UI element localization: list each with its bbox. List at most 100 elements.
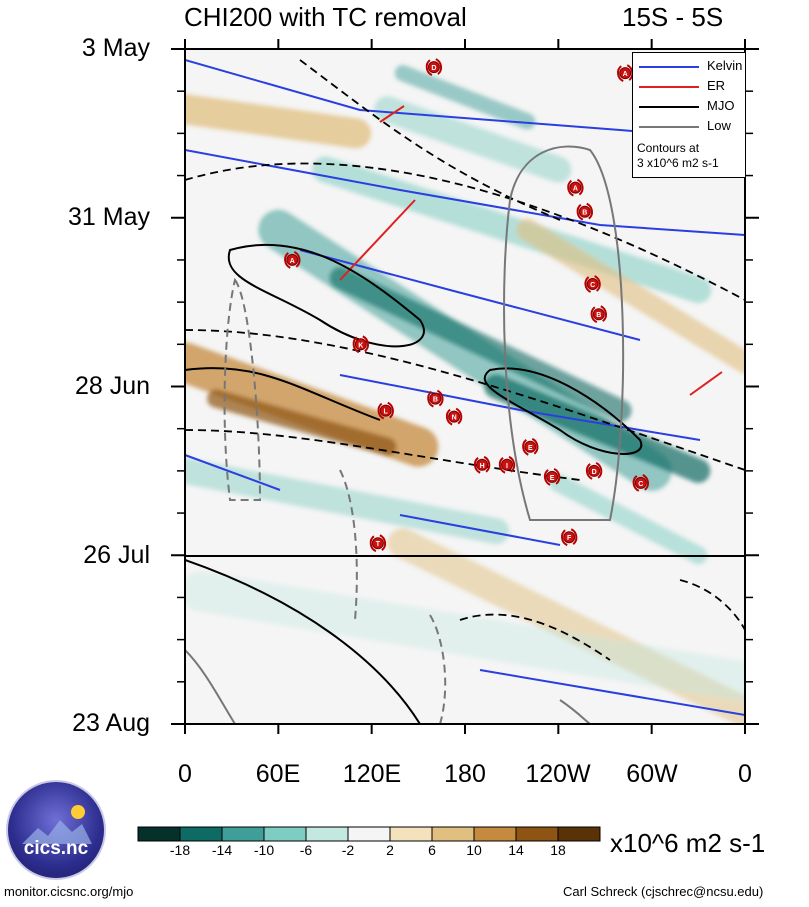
storm-dot <box>588 464 601 477</box>
storm-letter: A <box>290 258 295 265</box>
contour-line <box>185 367 381 421</box>
storm-marker: A <box>567 178 584 197</box>
storm-dot <box>476 458 489 471</box>
storm-arm <box>352 336 360 354</box>
storm-arm <box>567 179 574 197</box>
shading-band <box>394 65 536 130</box>
legend-note: Contours at <box>637 141 700 155</box>
storm-letter: A <box>573 186 578 193</box>
storm-dot <box>501 458 513 471</box>
legend-item-low: Low <box>637 117 741 135</box>
shading-band <box>516 218 745 374</box>
contour-line <box>185 559 421 724</box>
storm-arm <box>570 528 578 545</box>
storm-marker: K <box>352 335 369 354</box>
contour-line <box>339 469 358 621</box>
colorbar-swatch <box>137 826 181 842</box>
contour-line <box>483 367 643 455</box>
colorbar-units: x10^6 m2 s-1 <box>610 828 766 858</box>
storm-letter: N <box>452 415 457 422</box>
x-tick-label: 60W <box>626 760 678 788</box>
colorbar-swatch <box>557 826 601 842</box>
legend-swatch <box>639 106 699 108</box>
contour-line <box>479 669 745 716</box>
colorbar-swatch <box>305 826 349 842</box>
storm-dot <box>427 61 440 74</box>
legend: Kelvin ER MJO Low Contours at 3 x10^6 m2… <box>632 52 746 178</box>
contour-line <box>227 243 425 348</box>
shading-band <box>484 374 711 483</box>
storm-marker: C <box>584 275 601 293</box>
contour-line <box>559 699 591 724</box>
storm-letter: K <box>358 342 363 349</box>
x-tick-label: 180 <box>444 760 486 788</box>
storm-marker: B <box>427 389 444 408</box>
cicsnc-logo: cics.nc <box>6 780 106 880</box>
storm-letter: A <box>623 71 628 78</box>
colorbar-swatch <box>221 826 265 842</box>
storm-arm <box>293 251 301 268</box>
legend-label: Low <box>707 118 731 133</box>
contour-line <box>379 105 405 123</box>
contour-line <box>185 454 281 491</box>
legend-label: ER <box>707 78 726 93</box>
storm-arm <box>543 469 551 486</box>
storm-dot <box>524 440 537 453</box>
storm-arm <box>377 402 385 420</box>
contour-line <box>185 329 745 471</box>
x-tick-label: 120E <box>342 760 402 788</box>
contour-line <box>339 374 701 441</box>
chart-region: 15S - 5S <box>622 2 724 32</box>
shading-band <box>185 457 510 545</box>
storm-dot <box>546 470 559 483</box>
storm-arm <box>576 178 584 196</box>
storm-marker: E <box>543 468 561 486</box>
storm-dot <box>429 392 442 405</box>
wave-contours <box>185 59 745 724</box>
legend-swatch <box>639 126 699 128</box>
storm-marker: F <box>561 528 578 547</box>
storm-letter: F <box>567 535 572 542</box>
colorbar-swatch <box>263 826 307 842</box>
storm-arm <box>435 58 443 75</box>
colorbar-label: 2 <box>386 842 394 858</box>
colorbar-swatch <box>389 826 433 842</box>
contour-line <box>223 277 262 501</box>
storm-dot <box>619 67 632 80</box>
contour-line <box>459 613 611 661</box>
storm-dot <box>563 531 576 544</box>
storm-marker: D <box>585 462 603 480</box>
storm-arm <box>362 335 369 353</box>
colorbar-swatch <box>347 826 391 842</box>
storm-dot <box>578 205 591 218</box>
storm-arm <box>617 65 624 82</box>
storm-arm <box>445 408 453 426</box>
colorbar-swatch <box>515 826 559 842</box>
storm-arm <box>284 252 291 269</box>
y-tick-label: 23 Aug <box>72 709 150 737</box>
y-tick-label: 26 Jul <box>83 541 150 569</box>
storm-markers: D A A B A C B K B L N E H I D E C F T <box>284 58 649 553</box>
contour-line <box>399 514 561 546</box>
storm-letter: D <box>431 65 436 72</box>
legend-item-er: ER <box>637 77 741 95</box>
y-tick-label: 3 May <box>81 34 150 62</box>
legend-label: MJO <box>707 98 735 113</box>
legend-note: 3 x10^6 m2 s-1 <box>637 156 719 170</box>
shading-band <box>374 96 572 183</box>
shading-band <box>312 156 712 304</box>
storm-letter: H <box>480 463 485 470</box>
storm-arm <box>498 457 506 474</box>
storm-arm <box>531 437 539 455</box>
colorbar-label: 6 <box>428 842 436 858</box>
colorbar <box>137 826 601 842</box>
storm-arm <box>595 462 603 479</box>
storm-dot <box>592 308 605 321</box>
contour-line <box>339 199 416 281</box>
shading-band <box>185 342 439 467</box>
legend-label: Kelvin <box>707 58 743 73</box>
colorbar-label: -6 <box>299 842 313 858</box>
storm-letter: I <box>506 463 508 470</box>
storm-arm <box>436 389 444 407</box>
colorbar-swatch <box>431 826 475 842</box>
